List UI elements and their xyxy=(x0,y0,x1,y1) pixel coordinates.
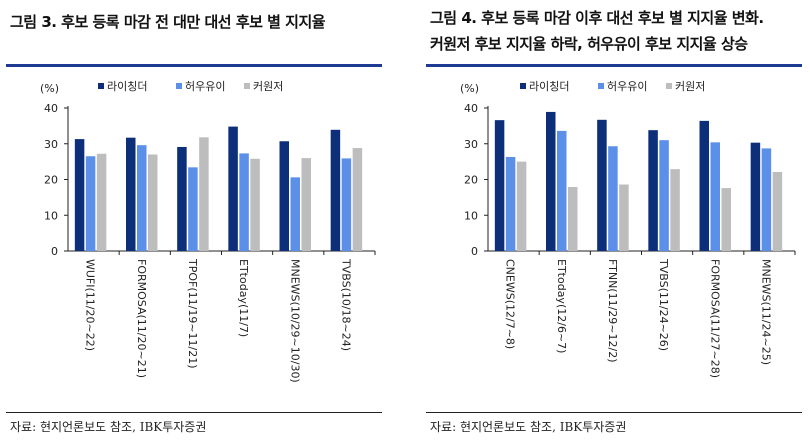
fig4-bar-3-5 xyxy=(721,188,731,251)
fig3-x-category-label-2: FORMOSA(11/20~21) xyxy=(135,259,148,378)
fig3-bar-3-4 xyxy=(250,158,260,251)
fig3-x-category-label-4: ETtoday(11/7) xyxy=(237,259,250,337)
fig3-bar-3-3 xyxy=(199,137,209,251)
fig4-x-category-label-6: MNEWS(11/24~25) xyxy=(759,259,772,365)
figure-4-title-line-1: 그림 4. 후보 등록 마감 이후 대선 후보 별 지지율 변화. xyxy=(430,9,764,27)
fig4-legend-label-0: 라이칭더 xyxy=(529,80,569,93)
fig3-y-tick-label-40: 40 xyxy=(44,102,58,115)
fig4-bar-2-3 xyxy=(608,146,618,251)
figure-3-panel: 그림 3. 후보 등록 마감 전 대만 대선 후보 별 지지율 (%) 라이칭더 허… xyxy=(0,0,390,440)
fig4-x-category-label-2: ETtoday(12/6~7) xyxy=(555,259,568,353)
figure-4-title-line-2: 커원저 후보 지지율 하락, 허우유이 후보 지지율 상승 xyxy=(430,35,748,53)
fig4-x-category-label-5: FORMOSA(11/27~28) xyxy=(708,259,721,378)
fig4-bar-3-3 xyxy=(619,184,629,251)
fig3-y-tick-label-10: 10 xyxy=(44,209,58,222)
fig3-x-category-label-6: TVBS(10/18~24) xyxy=(339,258,352,351)
fig4-y-tick-label-40: 40 xyxy=(464,102,478,115)
fig3-bar-1-4 xyxy=(228,126,238,251)
fig4-x-category-label-1: CNEWS(12/7~8) xyxy=(504,259,517,349)
fig3-legend-label-2: 커원저 xyxy=(253,80,283,93)
fig3-bar-1-5 xyxy=(279,141,289,251)
fig3-x-category-label-3: TPOF(11/19~11/21) xyxy=(186,258,199,369)
fig4-bar-3-6 xyxy=(772,171,783,251)
figure-3-source: 자료: 현지언론보도 참조, IBK투자증권 xyxy=(10,420,207,434)
fig3-legend-swatch-1 xyxy=(176,83,182,89)
fig3-y-tick-label-0: 0 xyxy=(51,245,58,258)
fig4-bar-3-2 xyxy=(568,187,578,251)
fig3-legend-label-0: 라이칭더 xyxy=(107,80,147,93)
fig4-bar-1-6 xyxy=(750,142,761,251)
fig3-y-tick-label-20: 20 xyxy=(44,174,58,187)
fig4-unit-label: (%) xyxy=(460,82,479,95)
fig3-bar-2-2 xyxy=(137,145,147,251)
fig3-bar-2-4 xyxy=(239,153,249,251)
figure-4-source: 자료: 현지언론보도 참조, IBK투자증권 xyxy=(430,420,627,434)
fig3-bar-3-1 xyxy=(96,153,107,251)
fig3-legend-swatch-2 xyxy=(244,83,250,89)
fig4-x-category-label-3: FTNN(11/29~12/2) xyxy=(606,259,619,363)
fig4-bar-2-1 xyxy=(505,156,516,251)
fig3-unit-label: (%) xyxy=(40,82,59,95)
fig4-legend-label-1: 허우유이 xyxy=(607,80,647,93)
fig4-legend-swatch-2 xyxy=(666,83,672,89)
fig3-legend-label-1: 허우유이 xyxy=(185,80,225,93)
fig3-bar-2-6 xyxy=(341,158,352,251)
fig4-bar-2-2 xyxy=(557,130,567,251)
fig4-legend-label-2: 커원저 xyxy=(675,80,705,93)
figure-4-top-rule xyxy=(426,64,802,67)
fig3-bar-2-5 xyxy=(290,177,300,251)
fig4-bar-2-4 xyxy=(659,140,669,251)
fig4-bar-2-5 xyxy=(710,142,720,251)
fig3-bar-2-1 xyxy=(85,156,96,251)
fig3-bar-1-6 xyxy=(330,129,341,251)
figure-3-top-rule xyxy=(6,64,382,67)
fig4-bar-2-6 xyxy=(761,148,772,251)
fig3-bar-2-3 xyxy=(188,167,198,251)
fig3-bar-1-1 xyxy=(74,139,85,251)
figure-4-bar-chart: (%) 라이칭더 허우유이 커원저 0 10 20 30 40 CNEWS(12/7~8) ETto… xyxy=(460,80,796,378)
fig4-bar-1-2 xyxy=(546,111,556,251)
fig3-x-category-label-1: WUFI(11/20~22) xyxy=(84,259,97,351)
figure-3-title: 그림 3. 후보 등록 마감 전 대만 대선 후보 별 지지율 xyxy=(10,13,326,31)
fig3-bar-3-6 xyxy=(352,148,363,251)
fig4-bar-1-4 xyxy=(648,130,658,251)
fig4-y-tick-label-0: 0 xyxy=(471,245,478,258)
fig4-x-category-label-4: TVBS(11/24~26) xyxy=(657,258,670,351)
figure-4-bottom-rule xyxy=(426,412,802,413)
fig4-bar-1-5 xyxy=(699,120,709,251)
fig4-y-tick-label-10: 10 xyxy=(464,209,478,222)
fig3-x-category-label-5: MNEWS(10/29~10/30) xyxy=(288,259,301,383)
figure-4-panel: 그림 4. 후보 등록 마감 이후 대선 후보 별 지지율 변화. 커원저 후보… xyxy=(420,0,810,440)
fig4-bar-3-1 xyxy=(516,161,527,251)
fig3-bar-1-2 xyxy=(126,137,136,251)
fig3-bar-3-5 xyxy=(301,158,311,251)
fig4-y-tick-label-20: 20 xyxy=(464,174,478,187)
figure-3-bar-chart: (%) 라이칭더 허우유이 커원저 0 10 20 30 40 WUFI(11/20~22) FOR… xyxy=(40,80,376,383)
figure-3-bottom-rule xyxy=(6,412,382,413)
fig3-bar-1-3 xyxy=(177,146,187,251)
fig3-y-tick-label-30: 30 xyxy=(44,138,58,151)
fig4-bar-1-1 xyxy=(494,120,505,251)
fig4-y-tick-label-30: 30 xyxy=(464,138,478,151)
fig4-legend-swatch-0 xyxy=(520,83,526,89)
fig3-bar-3-2 xyxy=(148,154,158,251)
fig3-legend-swatch-0 xyxy=(98,83,104,89)
fig4-bar-1-3 xyxy=(597,119,607,251)
fig4-bar-3-4 xyxy=(670,169,680,251)
fig4-legend-swatch-1 xyxy=(598,83,604,89)
